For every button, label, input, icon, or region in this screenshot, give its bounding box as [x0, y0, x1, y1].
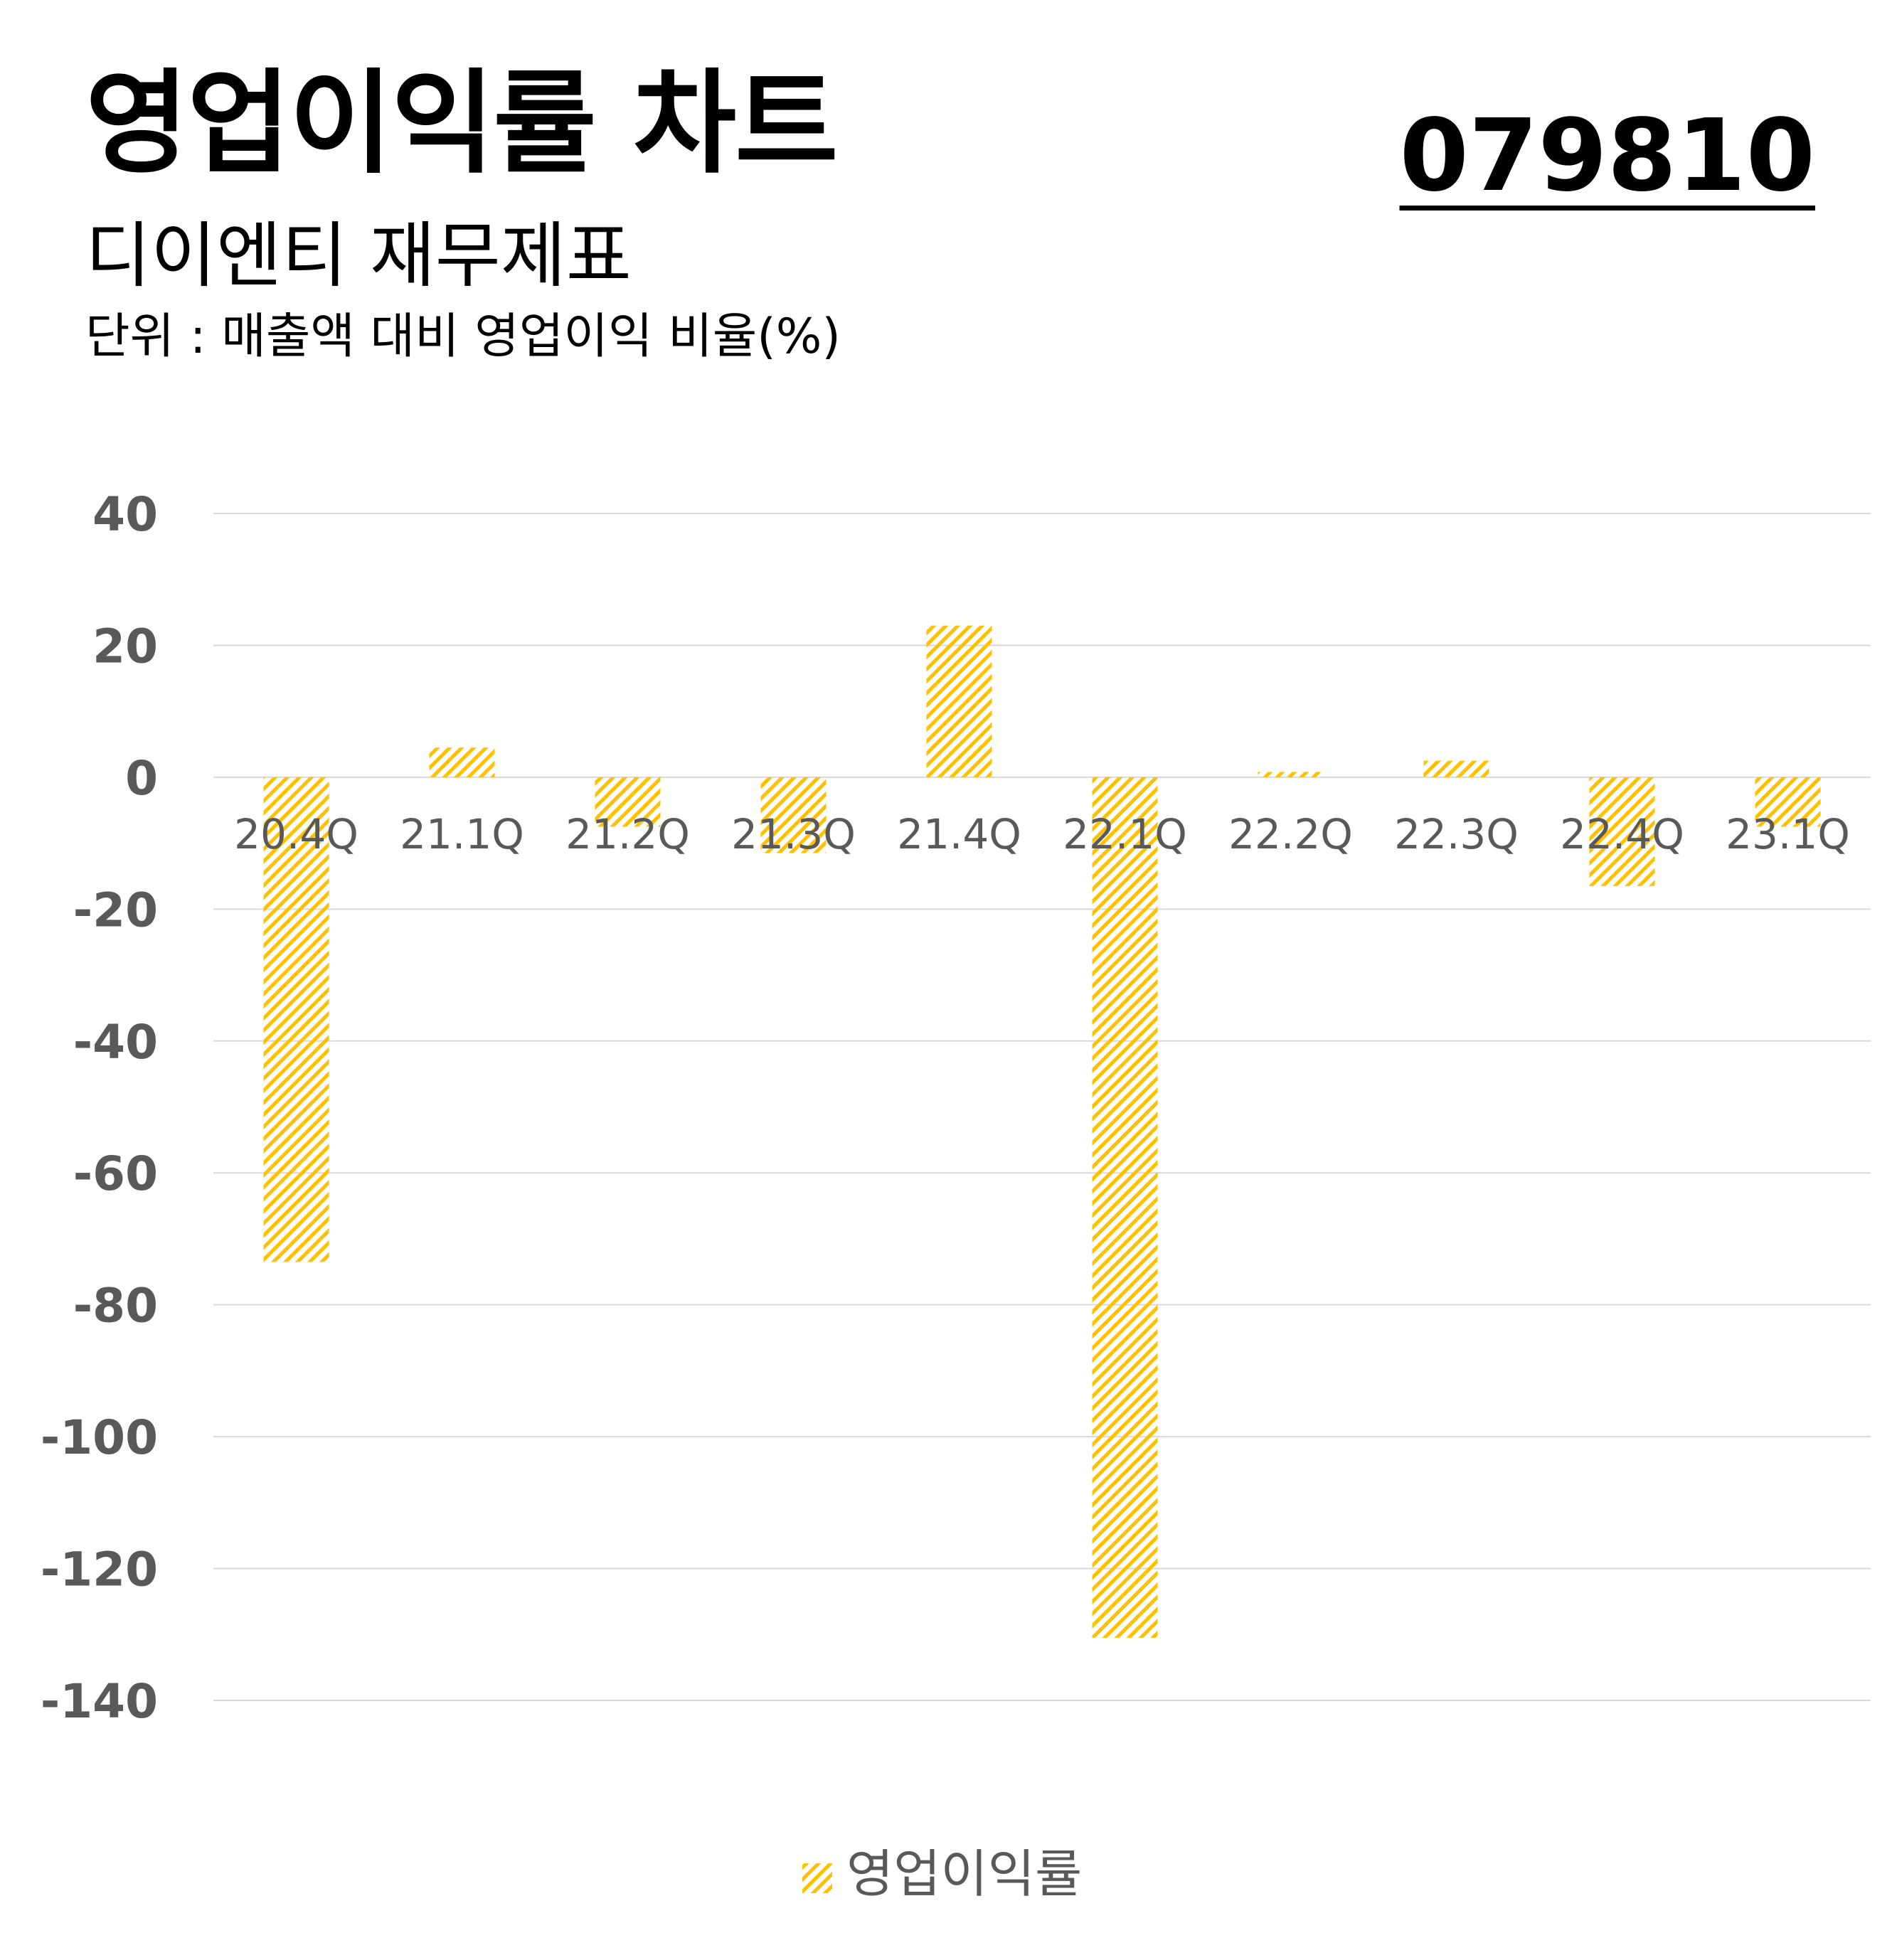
x-tick-label: 21.3Q: [731, 810, 856, 858]
y-tick-label: 20: [92, 619, 158, 673]
x-axis-ticks: 20.4Q 21.1Q 21.2Q 21.3Q 21.4Q 22.1Q 22.2Q 22.3Q…: [234, 810, 1850, 858]
y-tick-label: -60: [73, 1146, 158, 1201]
y-tick-label: -120: [41, 1543, 158, 1597]
y-tick-label: -80: [73, 1279, 158, 1333]
bar-21.2Q: [595, 777, 661, 827]
legend-swatch: [802, 1863, 832, 1893]
y-tick-label: 40: [92, 487, 158, 542]
stock-code: 079810: [1399, 98, 1815, 214]
bar-20.4Q: [263, 777, 329, 1262]
x-tick-label: 21.4Q: [897, 810, 1021, 858]
y-tick-label: 0: [125, 751, 158, 806]
y-tick-label: -100: [41, 1410, 158, 1465]
y-tick-label: -140: [41, 1674, 158, 1729]
gridlines: [213, 513, 1871, 1701]
chart-subtitle: 디이엔티 재무제표: [85, 214, 632, 297]
bar-22.2Q: [1258, 772, 1324, 777]
x-tick-label: 20.4Q: [234, 810, 358, 858]
x-tick-label: 22.1Q: [1063, 810, 1187, 858]
bar-23.1Q: [1755, 777, 1821, 827]
unit-label: 단위 : 매출액 대비 영업이익 비율(%): [85, 309, 841, 365]
bar-22.4Q: [1589, 777, 1655, 886]
x-tick-label: 21.2Q: [565, 810, 690, 858]
legend-label: 영업이익률: [846, 1844, 1082, 1904]
bar-22.3Q: [1423, 760, 1489, 777]
y-tick-label: -40: [73, 1015, 158, 1070]
bar-21.4Q: [926, 625, 992, 777]
bar-22.1Q: [1092, 777, 1158, 1638]
y-tick-label: -20: [73, 883, 158, 937]
x-tick-label: 21.1Q: [400, 810, 524, 858]
bar-21.1Q: [429, 747, 495, 777]
bar-21.3Q: [760, 777, 827, 853]
legend: 영업이익률: [802, 1844, 1082, 1904]
chart-title: 영업이익률 차트: [85, 58, 839, 189]
y-axis-ticks: 40 20 0 -20 -40 -60 -80 -100 -120 -140: [41, 487, 158, 1729]
x-tick-label: 23.1Q: [1726, 810, 1850, 858]
x-tick-label: 22.3Q: [1394, 810, 1519, 858]
x-tick-label: 22.2Q: [1228, 810, 1353, 858]
bars: [263, 625, 1821, 1638]
x-tick-label: 22.4Q: [1560, 810, 1684, 858]
